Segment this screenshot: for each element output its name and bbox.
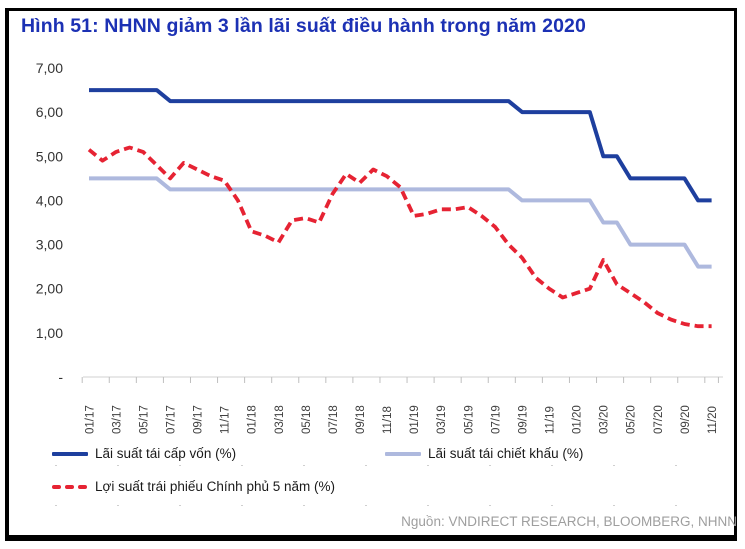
x-tick-label: 01/20 [572,405,584,434]
x-tick-label: 01/19 [409,405,421,434]
dotted-separator [55,465,737,466]
x-tick-label: 05/20 [626,405,638,434]
y-tick-label: 7,00 [36,60,63,76]
y-tick-label: 3,00 [36,237,63,253]
series-line-1 [89,176,712,269]
chart-title: Hình 51: NHNN giảm 3 lần lãi suất điều h… [21,15,586,37]
y-tick-label: 4,00 [36,192,63,208]
x-tick-label: 09/18 [355,405,367,434]
x-tick-label: 01/17 [84,405,96,434]
x-tick-label: 03/18 [274,405,286,434]
legend-item-refinance-rate: Lãi suất tái cấp vốn (%) [52,446,236,461]
source-note: Nguồn: VNDIRECT RESEARCH, BLOOMBERG, NHN… [401,514,737,529]
legend-label: Lãi suất tái chiết khấu (%) [428,446,584,461]
x-tick-label: 05/19 [463,405,475,434]
figure-frame [5,8,737,541]
x-tick-label: 03/19 [436,405,448,434]
y-tick-label: 6,00 [36,104,63,120]
legend-item-rediscount-rate: Lãi suất tái chiết khấu (%) [385,446,583,461]
legend-item-bond-yield: Lợi suất trái phiếu Chính phủ 5 năm (%) [52,479,335,494]
x-tick-label: 03/20 [599,405,611,434]
x-tick-label: 11/20 [707,406,719,434]
x-tick-label: 05/17 [138,405,150,434]
y-tick-label: 1,00 [36,325,63,341]
series-line-2 [87,145,712,329]
x-tick-label: 09/19 [517,405,529,434]
x-tick-label: 07/19 [490,405,502,434]
line-chart: 01/17 03/17 05/17 07/17 09/17 11/17 01/18 03/18… [36,60,723,434]
y-tick-label: - [58,369,63,385]
bond-yield-dash-swatch [52,484,88,489]
x-tick-label: 07/18 [328,405,340,434]
x-tick-label: 09/17 [193,405,205,434]
x-tick-label: 03/17 [111,405,123,434]
x-tick-label: 11/18 [382,406,394,434]
y-tick-label: 5,00 [36,148,63,164]
series-line-0 [89,88,712,203]
legend-label: Lợi suất trái phiếu Chính phủ 5 năm (%) [95,479,335,494]
legend-label: Lãi suất tái cấp vốn (%) [95,446,237,461]
x-tick-label: 07/20 [653,405,665,434]
rediscount-rate-line-swatch [385,451,421,456]
x-tick-label: 01/18 [247,405,259,434]
x-tick-label: 05/18 [301,405,313,434]
x-tick-label: 09/20 [680,405,692,434]
x-tick-label: 11/19 [544,406,556,434]
dotted-separator [55,505,737,506]
refinance-rate-line-swatch [52,451,88,456]
y-tick-label: 2,00 [36,281,63,297]
x-tick-label: 11/17 [220,406,232,434]
x-tick-label: 07/17 [166,405,178,434]
